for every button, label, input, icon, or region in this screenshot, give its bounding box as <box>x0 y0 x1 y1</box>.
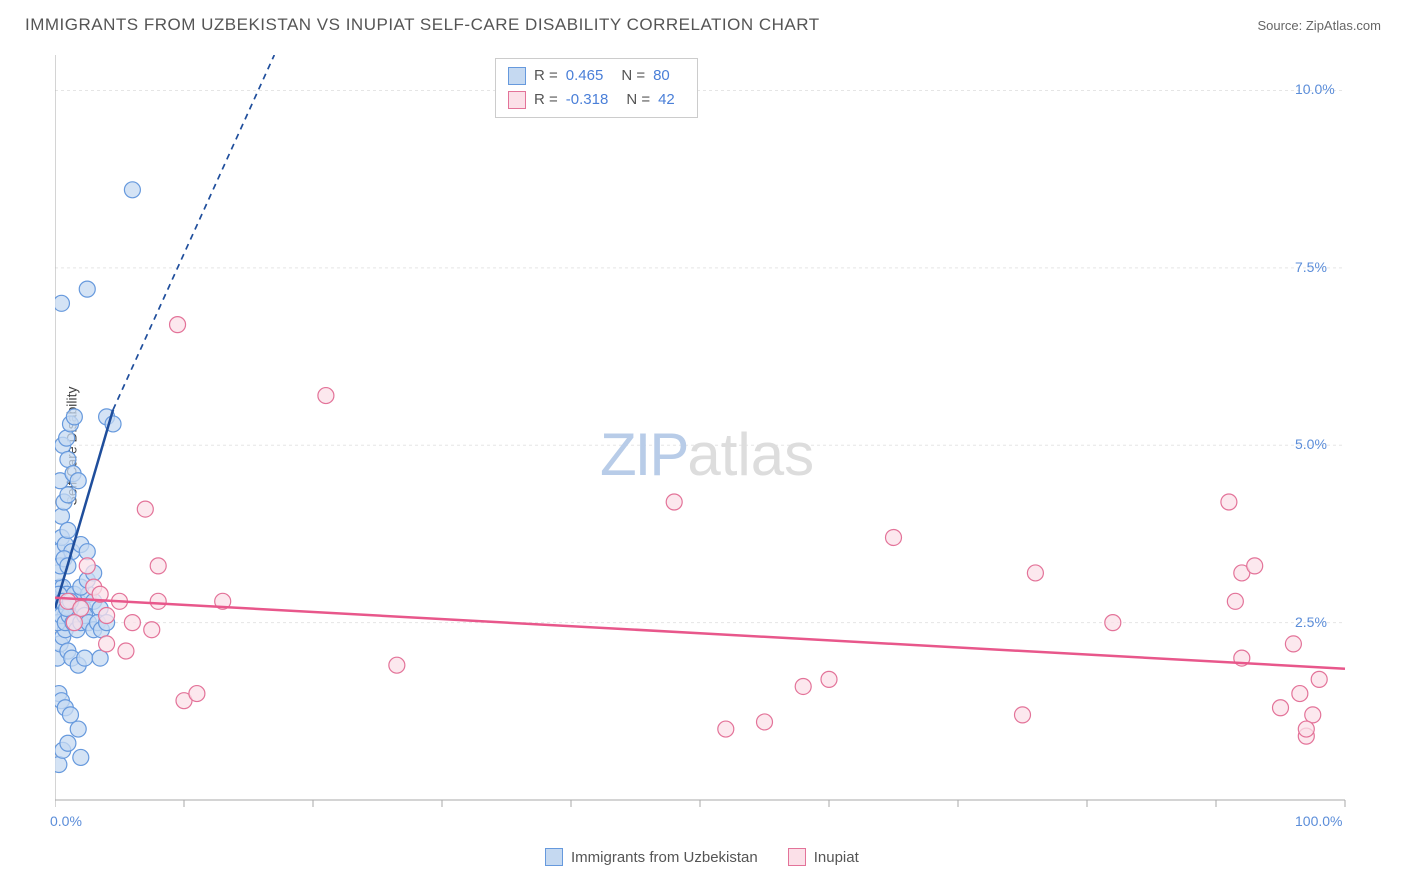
y-tick-label: 5.0% <box>1295 436 1327 452</box>
x-tick-label: 0.0% <box>50 813 82 829</box>
x-tick-label: 100.0% <box>1295 813 1342 829</box>
source-attribution: Source: ZipAtlas.com <box>1257 18 1381 33</box>
swatch-series1 <box>508 67 526 85</box>
y-tick-label: 7.5% <box>1295 259 1327 275</box>
legend-item-series1: Immigrants from Uzbekistan <box>545 848 758 866</box>
swatch-series2 <box>508 91 526 109</box>
correlation-stats-box: R = 0.465 N = 80 R = -0.318 N = 42 <box>495 58 698 118</box>
y-tick-label: 2.5% <box>1295 614 1327 630</box>
legend-item-series2: Inupiat <box>788 848 859 866</box>
chart-area: ZIPatlas R = 0.465 N = 80 R = -0.318 N =… <box>55 55 1375 825</box>
y-tick-label: 10.0% <box>1295 81 1335 97</box>
swatch-legend2 <box>788 848 806 866</box>
stats-row-series2: R = -0.318 N = 42 <box>508 88 685 112</box>
stats-row-series1: R = 0.465 N = 80 <box>508 64 685 88</box>
swatch-legend1 <box>545 848 563 866</box>
bottom-legend: Immigrants from Uzbekistan Inupiat <box>545 848 859 866</box>
page-title: IMMIGRANTS FROM UZBEKISTAN VS INUPIAT SE… <box>25 15 820 35</box>
scatter-plot <box>55 55 1375 825</box>
